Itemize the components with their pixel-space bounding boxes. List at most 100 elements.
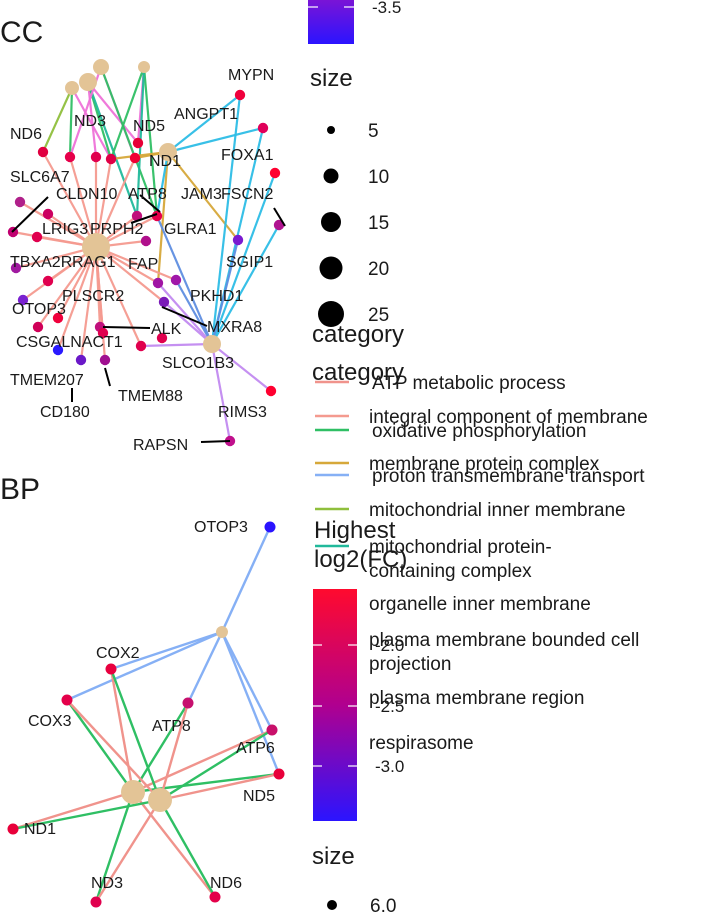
cc-label-prph2: PRPH2 bbox=[90, 221, 143, 238]
cc-label-nd3: ND3 bbox=[74, 113, 106, 130]
cc-edge-18 bbox=[155, 151, 170, 217]
bp-category-node-hub-b bbox=[121, 780, 145, 804]
cc-label-foxa1: FOXA1 bbox=[221, 147, 274, 164]
cc-category-node-hub-3 bbox=[93, 59, 109, 75]
cc-gene-node-tmem207 bbox=[52, 344, 64, 356]
cc-edge-54 bbox=[210, 343, 232, 442]
cc-size-label-15: 15 bbox=[368, 213, 389, 234]
bp-gene-node-nd3 bbox=[90, 896, 102, 908]
cc-gene-node-nd3 bbox=[64, 151, 76, 163]
bp-colorbar-tick-label-0: -2.0 bbox=[375, 636, 404, 655]
cc-pointer-tmem88 bbox=[104, 367, 111, 387]
cc-category-node-hub-7 bbox=[203, 335, 221, 353]
cc-edge-3 bbox=[86, 81, 98, 158]
cc-category-label-1: membrane protein complex bbox=[369, 454, 600, 475]
cc-gene-node-angpt1 bbox=[257, 122, 269, 134]
cc-category-label-7: respirasome bbox=[369, 733, 474, 754]
cc-category-node-hub-2 bbox=[79, 73, 97, 91]
bp-fc-title-line-2: log2(FC) bbox=[314, 546, 407, 573]
cc-gene-node-nd1 bbox=[105, 153, 117, 165]
cc-category-label-2: mitochondrial inner membrane bbox=[369, 500, 626, 521]
cc-pointer-slc6a7 bbox=[11, 196, 49, 233]
bp-label-nd5: ND5 bbox=[243, 788, 275, 805]
cc-gene-node-prph2 bbox=[140, 235, 152, 247]
cc-label-plscr2: PLSCR2 bbox=[62, 288, 124, 305]
bp-size-label-0: 6.0 bbox=[370, 896, 396, 917]
bp-label-atp8: ATP8 bbox=[152, 718, 191, 735]
cc-category-label-0: integral component of membrane bbox=[369, 407, 648, 428]
cc-edge-51 bbox=[163, 301, 213, 345]
bp-edge-20 bbox=[158, 799, 217, 898]
cc-edge-57 bbox=[167, 94, 241, 153]
cc-gene-node-tmem88 bbox=[99, 354, 111, 366]
cc-category-label-3: mitochondrial protein-containing complex bbox=[369, 537, 552, 582]
cc-category-node-hub-1 bbox=[65, 81, 79, 95]
cc-gene-node-atp8 bbox=[131, 210, 143, 222]
cc-gene-labels: MYPN ANGPT1 ND6 ND3 ND5 FOXA1 ND1 SLC6A7… bbox=[10, 67, 274, 454]
bp-edge-4 bbox=[220, 631, 274, 731]
cc-size-label-20: 20 bbox=[368, 259, 389, 280]
cc-label-tbxa2r: TBXA2R bbox=[10, 254, 72, 271]
cc-edge-0 bbox=[41, 87, 74, 153]
bp-category-label-0: ATP metabolic process bbox=[372, 373, 566, 394]
cc-label-nd1: ND1 bbox=[149, 153, 181, 170]
cc-edge-37 bbox=[94, 246, 143, 347]
bp-edge-8 bbox=[132, 728, 273, 794]
cc-edge-9 bbox=[99, 66, 159, 217]
bp-size-legend: 6.0 bbox=[327, 896, 396, 917]
cc-category-node-hub-4 bbox=[138, 61, 150, 73]
bp-gene-nodes bbox=[7, 521, 285, 908]
bp-edge-1 bbox=[110, 630, 223, 671]
cc-category-label-5: plasma membrane bounded cell projection bbox=[369, 630, 639, 675]
cc-category-title: category bbox=[312, 321, 404, 348]
cc-gene-node-slc6a7 bbox=[14, 196, 26, 208]
bp-gene-labels: OTOP3 COX2 COX3 ATP8 ATP6 ND5 ND1 ND3 ND… bbox=[24, 519, 275, 892]
cc-edge-50 bbox=[175, 279, 213, 345]
bp-edge-0 bbox=[220, 526, 272, 633]
cc-edge-6 bbox=[86, 81, 139, 217]
cc-size-legend: 5 10 15 20 25 bbox=[318, 121, 389, 327]
cc-edge-4 bbox=[87, 81, 139, 144]
cc-edge-48 bbox=[211, 224, 280, 345]
cc-label-otop3: OTOP3 bbox=[12, 301, 66, 318]
cc-colorbar-top-label: -3.5 bbox=[372, 0, 401, 17]
cc-edge-49 bbox=[210, 239, 240, 345]
cc-edge-52 bbox=[157, 282, 213, 345]
cc-category-nodes bbox=[65, 59, 221, 353]
cc-gene-node-nd6 bbox=[37, 146, 49, 158]
cc-label-alk: ALK bbox=[151, 321, 182, 338]
bp-colorbar-tick-label-2: -3.0 bbox=[375, 757, 404, 776]
bp-fc-title-line-1: Highest bbox=[314, 517, 396, 544]
bp-edge-2 bbox=[66, 630, 223, 702]
cc-label-mypn: MYPN bbox=[228, 67, 274, 84]
cc-edge-1 bbox=[68, 87, 74, 158]
bp-colorbar-ticks: -2.0 -2.5 -3.0 bbox=[313, 636, 404, 776]
cc-gene-node-cd180b bbox=[97, 327, 109, 339]
cc-gene-node-rag1 bbox=[42, 275, 54, 287]
cc-gene-node-sgip1 bbox=[170, 274, 182, 286]
cc-edge-47 bbox=[210, 172, 277, 345]
cc-panel-title: CC bbox=[0, 16, 43, 49]
cc-edge-44 bbox=[94, 246, 105, 334]
cc-label-pointers bbox=[11, 194, 286, 443]
bp-gene-node-cox2 bbox=[105, 663, 117, 675]
cc-size-label-25: 25 bbox=[368, 305, 389, 326]
bp-edge-13 bbox=[131, 702, 190, 793]
bp-gene-node-nd5 bbox=[273, 768, 285, 780]
cc-label-fscn2: FSCN2 bbox=[221, 186, 274, 203]
cc-label-tmem88: TMEM88 bbox=[118, 388, 183, 405]
cc-pointer-atp8 bbox=[139, 194, 161, 213]
bp-edge-5 bbox=[220, 631, 281, 775]
cc-gene-node-rims3 bbox=[265, 385, 277, 397]
bp-label-atp6: ATP6 bbox=[236, 740, 275, 757]
cc-gene-node-otop3 bbox=[17, 294, 29, 306]
cc-edge-12 bbox=[142, 66, 159, 217]
cc-edge-33 bbox=[22, 246, 97, 301]
bp-edge-3 bbox=[186, 631, 224, 704]
bp-edge-18 bbox=[12, 798, 161, 831]
cc-label-pkhd1: PKHD1 bbox=[190, 288, 243, 305]
bp-gene-node-otop3 bbox=[264, 521, 276, 533]
bp-label-nd1: ND1 bbox=[24, 821, 56, 838]
cc-size-dot-20 bbox=[319, 256, 343, 280]
cc-gene-node-cldn10 bbox=[42, 208, 54, 220]
